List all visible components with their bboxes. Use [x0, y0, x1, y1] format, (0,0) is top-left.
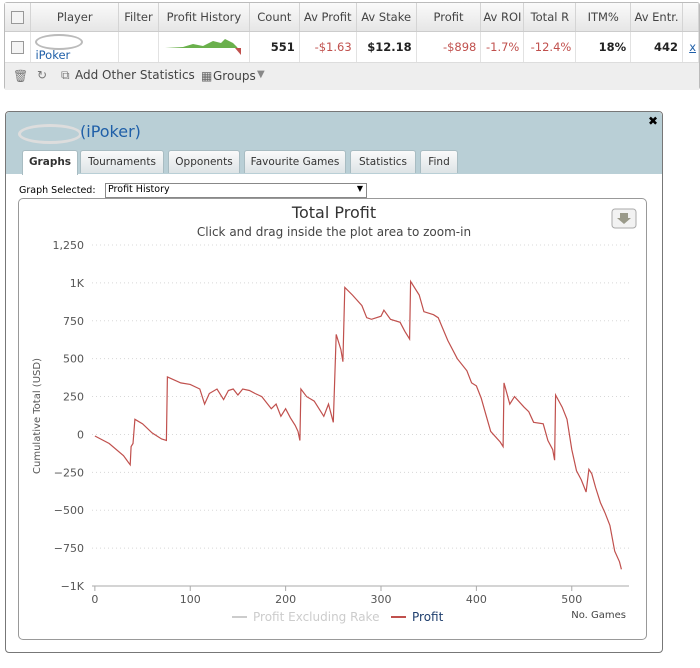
tab[interactable]: Tournaments	[80, 150, 164, 173]
profit: -$898	[416, 31, 482, 62]
count: 551	[249, 31, 300, 62]
chart-title: Total Profit	[291, 203, 376, 222]
row-checkbox[interactable]	[5, 31, 32, 62]
legend-label: Profit	[412, 610, 444, 624]
add-icon: ⧉	[61, 68, 70, 82]
export-icon	[617, 213, 631, 224]
header[interactable]: Av Entr.	[630, 3, 683, 32]
x-tick-label: 100	[180, 593, 201, 606]
x-axis-title: No. Games	[571, 610, 626, 621]
tab[interactable]: Statistics	[350, 150, 416, 173]
name-blur	[18, 124, 82, 144]
delete-icon[interactable]: 🗑	[13, 69, 29, 83]
y-tick-label: 500	[63, 353, 84, 366]
av-entrants: 442	[630, 31, 683, 62]
header[interactable]: Av Profit	[299, 3, 357, 32]
y-tick-label: −750	[54, 542, 84, 555]
groups-caret: ▼	[257, 69, 265, 80]
header[interactable]: Profit History	[158, 3, 250, 32]
y-tick-label: 750	[63, 315, 84, 328]
y-tick-label: 1K	[70, 277, 85, 290]
table: Player Filter Profit History Count Av Pr…	[5, 3, 700, 62]
profit-line	[94, 279, 622, 570]
x-tick-label: 400	[466, 593, 487, 606]
itm: 18%	[575, 31, 632, 62]
header-checkbox[interactable]	[5, 3, 32, 32]
y-tick-label: −500	[54, 504, 84, 517]
header[interactable]: Av ROI	[480, 3, 525, 32]
tab[interactable]: Graphs	[22, 150, 78, 175]
chart-subtitle: Click and drag inside the plot area to z…	[197, 225, 471, 239]
window-header: (iPoker) ✖ Graphs Tournaments Opponents …	[6, 112, 662, 175]
tab[interactable]: Favourite Games	[244, 150, 346, 173]
add-stats-button[interactable]: Add Other Statistics	[75, 68, 195, 82]
refresh-icon[interactable]: ↻	[37, 68, 48, 82]
tab[interactable]: Opponents	[168, 150, 240, 173]
x-tick-label: 0	[91, 593, 98, 606]
groups-button[interactable]: Groups	[213, 69, 256, 83]
y-tick-label: 0	[77, 428, 84, 441]
remove-link[interactable]: x	[682, 31, 700, 62]
y-tick-label: 250	[63, 391, 84, 404]
header[interactable]: Total R	[523, 3, 577, 32]
x-tick-label: 500	[561, 593, 582, 606]
graph-select[interactable]: Profit History ▼	[105, 183, 367, 198]
av-stake: $12.18	[356, 31, 417, 62]
toolbar: 🗑 ↻ ⧉ Add Other Statistics ▦ Groups ▼	[5, 62, 699, 90]
header[interactable]: Player	[30, 3, 119, 32]
y-tick-label: −1K	[61, 580, 85, 593]
header[interactable]: ITM%	[575, 3, 632, 32]
y-tick-label: 1,250	[53, 239, 85, 252]
player-link[interactable]: iPoker	[35, 48, 71, 62]
total-roi: -12.4%	[523, 31, 577, 62]
window-title: (iPoker)	[80, 122, 141, 141]
sparkline-cell	[158, 31, 250, 62]
close-button[interactable]: ✖	[648, 114, 659, 128]
filter-cell	[118, 31, 159, 62]
header[interactable]: Profit	[416, 3, 482, 32]
graph-label: Graph Selected:	[19, 185, 96, 196]
av-roi: -1.7%	[480, 31, 525, 62]
graph-select-value: Profit History	[108, 184, 170, 195]
groups-icon: ▦	[201, 69, 213, 83]
x-tick-label: 300	[371, 593, 392, 606]
sparkline	[164, 38, 241, 55]
header	[682, 3, 700, 32]
header[interactable]: Filter	[118, 3, 159, 32]
av-profit: -$1.63	[299, 31, 357, 62]
header[interactable]: Av Stake	[356, 3, 417, 32]
legend-label: Profit Excluding Rake	[253, 610, 379, 624]
y-axis-title: Cumulative Total (USD)	[32, 358, 43, 474]
player-window: (iPoker) ✖ Graphs Tournaments Opponents …	[5, 111, 663, 653]
stats-table: Player Filter Profit History Count Av Pr…	[4, 2, 700, 90]
chart-box	[18, 198, 647, 640]
header[interactable]: Count	[249, 3, 300, 32]
tab[interactable]: Find	[420, 150, 458, 173]
x-tick-label: 200	[275, 593, 296, 606]
player-cell: iPoker	[30, 31, 119, 62]
y-tick-label: −250	[54, 466, 84, 479]
